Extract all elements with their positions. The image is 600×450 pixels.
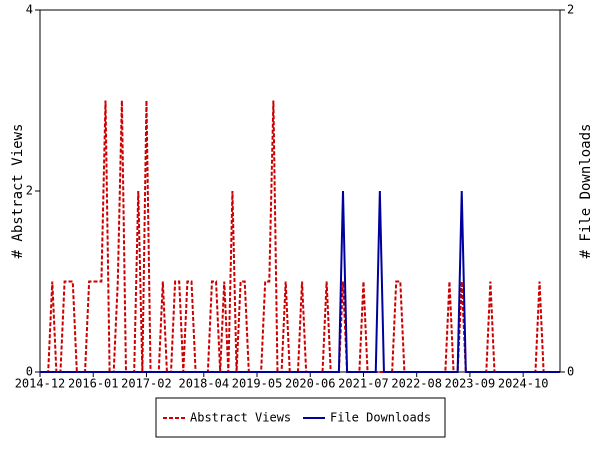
y-tick-label: 4 [26, 3, 33, 17]
x-tick-label: 2014-12 [15, 377, 66, 391]
y-axis-label: # Abstract Views [10, 124, 26, 259]
legend-label: File Downloads [330, 411, 431, 425]
legend-box [155, 397, 446, 438]
x-tick-label: 2017-02 [121, 377, 172, 391]
x-tick-label: 2023-09 [445, 377, 496, 391]
x-tick-label: 2024-10 [498, 377, 549, 391]
y-tick-label: 2 [26, 184, 33, 198]
y2-tick-label: 0 [567, 365, 574, 379]
x-tick-label: 2021-07 [338, 377, 389, 391]
x-tick-label: 2018-04 [178, 377, 229, 391]
y2-tick-label: 2 [567, 3, 574, 17]
series-line [40, 100, 560, 373]
legend-label: Abstract Views [190, 411, 291, 425]
y2-axis-label: # File Downloads [578, 124, 594, 259]
y-tick-label: 0 [26, 365, 33, 379]
series-line [40, 190, 560, 373]
x-tick-label: 2016-01 [68, 377, 119, 391]
x-tick-label: 2019-05 [232, 377, 283, 391]
x-tick-label: 2020-06 [285, 377, 336, 391]
x-tick-label: 2022-08 [391, 377, 442, 391]
